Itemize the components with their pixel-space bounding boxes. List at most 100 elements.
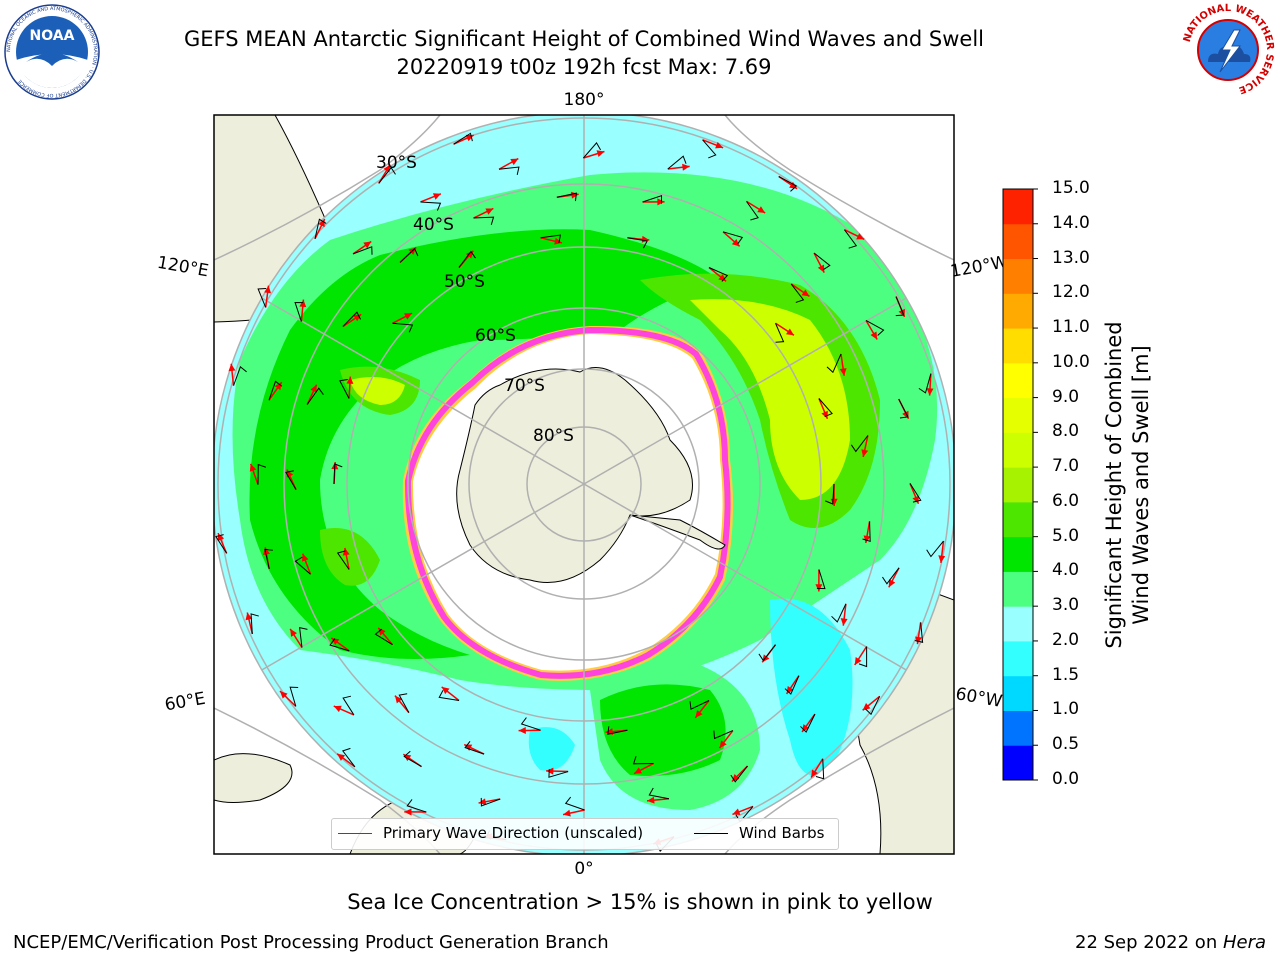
legend-wave-direction: Primary Wave Direction (unscaled) (338, 824, 643, 842)
wind-barb (800, 713, 816, 733)
wind-barb (339, 379, 350, 399)
wave-direction-arrowhead (862, 702, 871, 711)
wind-barb (329, 638, 350, 652)
legend-wind-barbs-label: Wind Barbs (739, 824, 825, 842)
wave-direction-arrowhead (888, 579, 896, 588)
wave-direction-arrowhead (518, 727, 526, 734)
wave-direction-arrowhead (695, 709, 703, 718)
wave-direction-arrowhead (719, 740, 727, 749)
colorbar-segment (1003, 710, 1033, 746)
colorbar-tick-label: 4.0 (1052, 560, 1080, 581)
wave-direction-arrowhead (657, 198, 665, 206)
colorbar-segment (1003, 293, 1033, 329)
wind-barb (464, 741, 485, 755)
wind-barb (257, 463, 266, 485)
legend-red-line (338, 832, 372, 834)
wind-barb (667, 155, 687, 170)
colorbar-segment (1003, 745, 1033, 781)
wind-barbs (215, 132, 944, 852)
wind-barb (926, 540, 944, 558)
machine-name: Hera (1222, 932, 1266, 953)
wind-barb (702, 139, 717, 159)
wind-barb (844, 229, 858, 249)
wave-direction-arrowhead (647, 796, 655, 804)
wind-barb (722, 231, 744, 245)
wind-barb (730, 765, 748, 783)
wave-direction-arrowhead (342, 547, 350, 556)
colorbar-title-line1: Significant Height of Combined (1102, 321, 1126, 649)
wind-barb (784, 675, 800, 695)
graticule (217, 115, 951, 854)
colorbar-segment (1003, 397, 1033, 433)
colorbar-segment (1003, 223, 1033, 260)
colorbar-segment (1003, 362, 1033, 399)
wind-barb (790, 283, 805, 303)
wind-barb (583, 142, 601, 159)
wind-barb (336, 550, 350, 570)
wave-direction-arrowhead (641, 235, 650, 243)
map-subtitle: 20220919 t00z 192h fcst Max: 7.69 (396, 55, 772, 79)
wave-direction-arrowhead (249, 463, 257, 472)
wave-direction-arrowhead (634, 767, 643, 774)
wave-direction-arrowhead (432, 193, 441, 200)
wind-barb (607, 726, 628, 735)
wind-barb (306, 387, 324, 405)
noaa-logo-text: NOAA (30, 28, 75, 44)
wind-barb (264, 548, 273, 570)
colorbar-segment (1003, 328, 1033, 364)
map-title: GEFS MEAN Antarctic Significant Height o… (183, 27, 985, 51)
wave-direction-arrowhead (731, 238, 740, 247)
wind-barb (289, 686, 299, 707)
wind-barb (352, 246, 373, 255)
colorbar-tick-label: 7.0 (1052, 456, 1080, 477)
wave-direction-arrowhead (333, 705, 342, 713)
wave-direction-arrowhead (757, 206, 766, 213)
wind-barb (250, 613, 259, 634)
wind-barb (689, 700, 710, 710)
wind-barb (918, 373, 932, 394)
wind-barb (233, 366, 247, 386)
wave-direction-arrowhead (840, 618, 848, 626)
wave-direction-arrowhead (554, 237, 562, 245)
wind-barb (825, 483, 835, 505)
wind-barb (816, 569, 826, 590)
wind-barb (392, 322, 414, 333)
colorbar-tick-label: 10.0 (1052, 351, 1090, 372)
wave-direction-arrowhead (337, 753, 346, 761)
wave-direction-arrowhead (290, 628, 297, 637)
wave-direction-arrowhead (228, 363, 236, 372)
lat-label-60s: 60°S (475, 326, 516, 346)
wind-barb (850, 435, 869, 453)
colorbar-segment (1003, 432, 1033, 468)
wave-direction-arrowhead (786, 328, 794, 336)
wave-direction-arrowhead (926, 388, 934, 396)
wind-barb (420, 201, 442, 211)
wind-barb (813, 252, 831, 271)
legend-wave-direction-label: Primary Wave Direction (unscaled) (383, 824, 644, 842)
lat-label-40s: 40°S (413, 215, 454, 235)
wind-barb (778, 176, 798, 192)
wave-direction-arrowhead (915, 636, 922, 645)
colorbar-segment (1003, 467, 1033, 503)
wave-direction-arrowhead (682, 163, 690, 171)
wave-direction-arrowhead (441, 686, 450, 695)
wave-direction-arrowhead (363, 241, 372, 249)
wave-direction-arrowhead (310, 384, 317, 393)
wave-direction-arrowhead (821, 410, 828, 419)
wind-barb (398, 693, 410, 713)
wind-barb (815, 758, 825, 780)
wind-barb (713, 730, 734, 740)
wind-barb (438, 690, 460, 702)
wind-barb (746, 201, 759, 221)
wave-direction-arrowhead (732, 808, 741, 816)
colorbar-tick-label: 6.0 (1052, 490, 1080, 511)
producer-credit: NCEP/EMC/Verification Post Processing Pr… (13, 932, 609, 953)
colorbar-tick-label: 2.0 (1052, 629, 1080, 650)
lon-label-180: 180° (564, 90, 605, 110)
colorbar-frame (1002, 188, 1034, 781)
colorbar-segment (1003, 606, 1033, 642)
lat-label-50s: 50°S (444, 272, 485, 292)
wave-direction-arrowhead (830, 498, 838, 506)
wave-direction-arrowhead (394, 695, 403, 704)
colorbar-tick-label: 8.0 (1052, 421, 1080, 442)
